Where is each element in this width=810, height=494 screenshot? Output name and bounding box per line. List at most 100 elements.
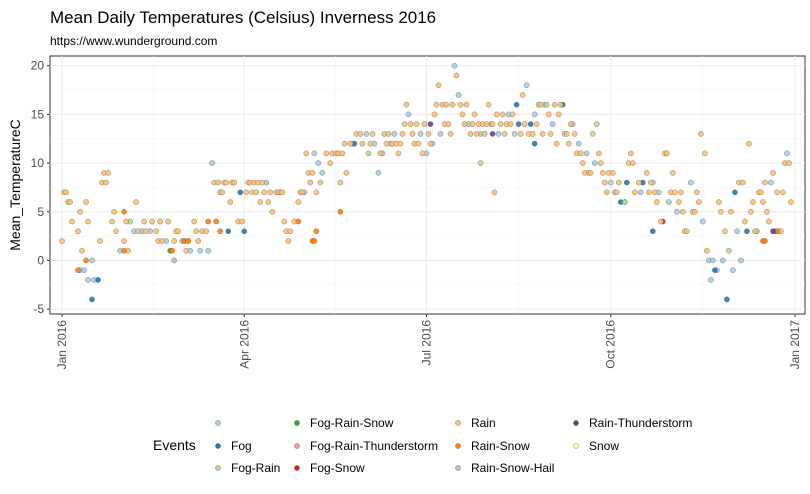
- data-point: [652, 189, 658, 196]
- data-point: [473, 131, 480, 137]
- data-point: [543, 101, 550, 108]
- data-point: [427, 140, 434, 147]
- data-point: [587, 170, 594, 176]
- data-point: [644, 170, 650, 176]
- data-point: [205, 247, 211, 254]
- data-point: [545, 111, 552, 118]
- data-point: [431, 111, 438, 118]
- data-point: [654, 199, 660, 205]
- x-tick-label: Jan 2016: [55, 320, 69, 370]
- data-point: [385, 131, 392, 137]
- data-point: [658, 218, 664, 225]
- data-point: [445, 121, 452, 127]
- data-point: [337, 208, 344, 215]
- data-point: [339, 150, 346, 157]
- data-point: [621, 199, 628, 205]
- data-point: [197, 247, 203, 254]
- data-point: [469, 121, 476, 127]
- data-point: [722, 228, 728, 235]
- data-point: [786, 160, 792, 166]
- legend-item: Fog-Rain: [215, 461, 280, 475]
- legend-key: [455, 443, 461, 449]
- data-point: [295, 199, 302, 205]
- y-tick-label: -5: [33, 302, 44, 316]
- legend-item: Rain: [455, 416, 496, 430]
- data-point: [746, 140, 752, 147]
- data-point: [377, 150, 384, 157]
- data-point: [209, 160, 215, 166]
- data-point: [579, 160, 586, 166]
- data-point: [193, 228, 199, 235]
- legend: Fog Fog-Rain Fog-Rain-Snow Fog-Rain-Thunder…: [215, 416, 692, 475]
- data-point: [788, 199, 794, 205]
- data-point: [601, 179, 608, 186]
- data-point: [427, 121, 434, 127]
- data-point: [299, 189, 306, 196]
- legend-key: [294, 443, 300, 449]
- legend-item: Snow: [573, 439, 619, 453]
- data-point: [565, 140, 572, 147]
- chart-title: Mean Daily Temperatures (Celsius) Invern…: [50, 8, 436, 27]
- legend-key: [573, 443, 579, 449]
- data-point: [205, 218, 211, 225]
- data-point: [413, 121, 420, 127]
- data-point: [365, 150, 372, 157]
- data-point: [281, 218, 288, 225]
- data-point: [219, 189, 226, 196]
- data-point: [750, 199, 756, 205]
- data-point: [533, 121, 540, 127]
- data-point: [415, 140, 422, 147]
- data-point: [477, 160, 484, 166]
- data-point: [752, 228, 758, 235]
- data-point: [631, 189, 638, 196]
- data-point: [191, 218, 197, 225]
- data-point: [183, 247, 189, 254]
- data-point: [315, 160, 322, 166]
- data-point: [517, 131, 524, 137]
- data-point: [319, 170, 326, 176]
- data-point: [726, 247, 732, 254]
- data-point: [105, 170, 111, 176]
- data-point: [710, 257, 716, 264]
- data-point: [770, 228, 776, 235]
- data-point: [738, 257, 744, 264]
- y-tick-label: 10: [31, 156, 45, 170]
- data-point: [700, 218, 706, 225]
- data-point: [313, 189, 320, 196]
- data-point: [537, 101, 544, 108]
- data-point: [489, 121, 496, 127]
- data-point: [143, 228, 149, 235]
- data-point: [399, 131, 406, 137]
- data-point: [638, 189, 644, 196]
- data-point: [553, 140, 560, 147]
- data-point: [213, 218, 219, 225]
- data-point: [391, 131, 398, 137]
- data-point: [121, 208, 127, 215]
- data-point: [269, 208, 276, 215]
- data-point: [149, 218, 155, 225]
- data-point: [307, 179, 314, 186]
- data-point: [491, 189, 498, 196]
- data-point: [341, 140, 348, 147]
- data-point: [497, 121, 504, 127]
- data-point: [225, 228, 232, 235]
- data-point: [261, 189, 268, 196]
- data-point: [303, 150, 310, 157]
- data-point: [720, 257, 726, 264]
- data-point: [243, 189, 250, 196]
- data-point: [103, 179, 109, 186]
- data-point: [666, 199, 672, 205]
- data-point: [734, 228, 740, 235]
- data-point: [523, 82, 530, 88]
- data-point: [521, 121, 528, 127]
- data-point: [259, 179, 266, 186]
- data-point: [451, 62, 458, 69]
- y-tick-label: 20: [31, 59, 45, 73]
- legend-key: [215, 420, 221, 426]
- data-point: [309, 170, 316, 176]
- data-point: [766, 218, 772, 225]
- data-point: [718, 208, 724, 215]
- data-point: [359, 140, 366, 147]
- data-point: [75, 267, 81, 273]
